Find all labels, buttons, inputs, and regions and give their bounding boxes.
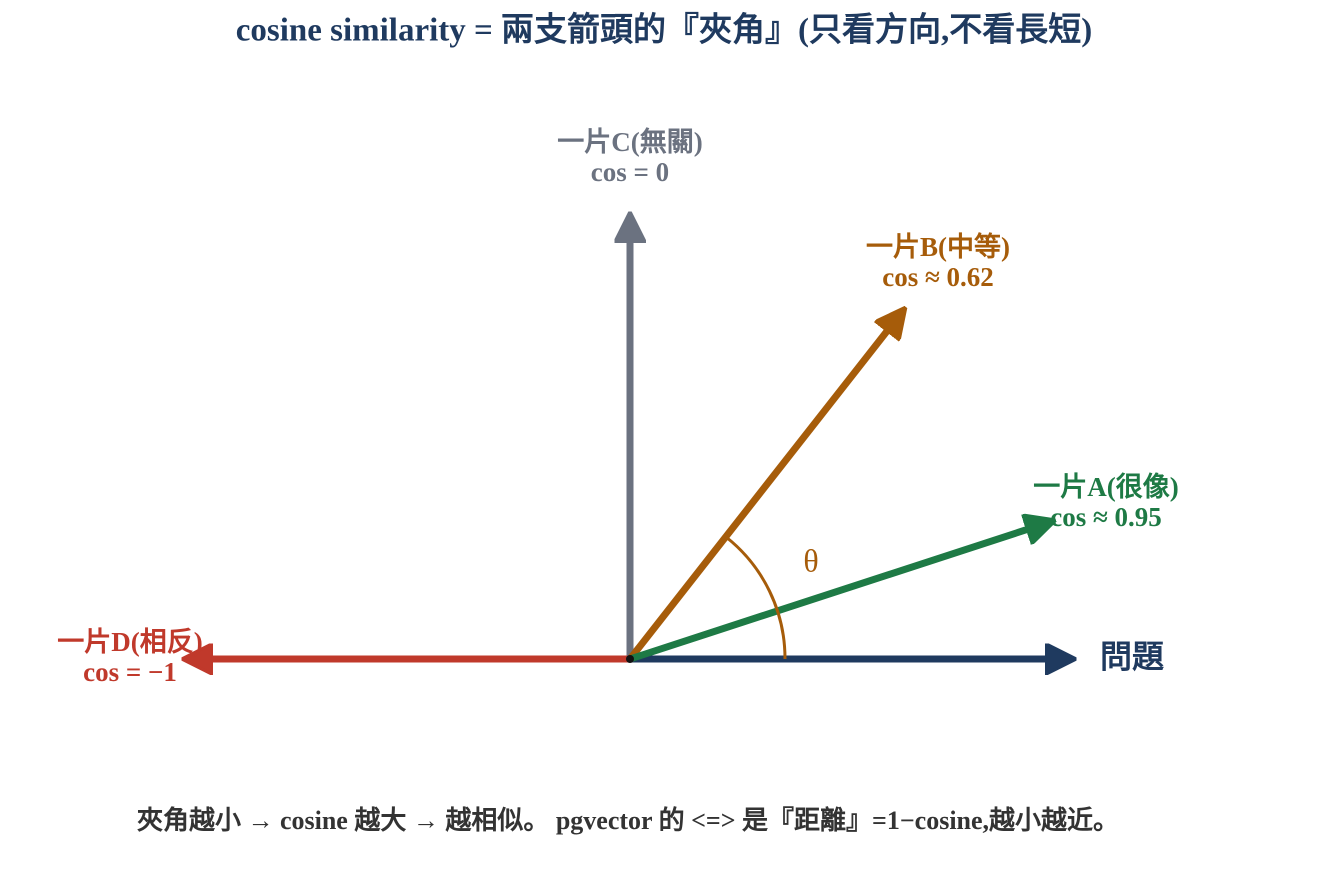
vector-label: 一片D(相反) bbox=[57, 627, 202, 657]
cos-label: cos = 0 bbox=[591, 157, 669, 187]
cos-label: cos = −1 bbox=[83, 657, 177, 687]
angle-label: θ bbox=[803, 542, 818, 578]
vector-a bbox=[628, 522, 1050, 663]
caption: 夾角越小 → cosine 越大 → 越相似。 pgvector 的 <=> 是… bbox=[137, 805, 1119, 835]
cos-label: cos ≈ 0.95 bbox=[1050, 502, 1162, 532]
vector-b bbox=[627, 312, 902, 662]
vector-label: 一片C(無關) bbox=[557, 127, 702, 157]
angle-arc bbox=[725, 535, 787, 660]
vector-label: 一片A(很像) bbox=[1033, 472, 1178, 502]
origin bbox=[626, 655, 634, 663]
cos-label: cos ≈ 0.62 bbox=[882, 262, 994, 292]
title: cosine similarity = 兩支箭頭的『夾角』(只看方向,不看長短) bbox=[236, 11, 1093, 49]
vector-label: 一片B(中等) bbox=[866, 231, 1010, 262]
query-label: 問題 bbox=[1100, 638, 1164, 674]
